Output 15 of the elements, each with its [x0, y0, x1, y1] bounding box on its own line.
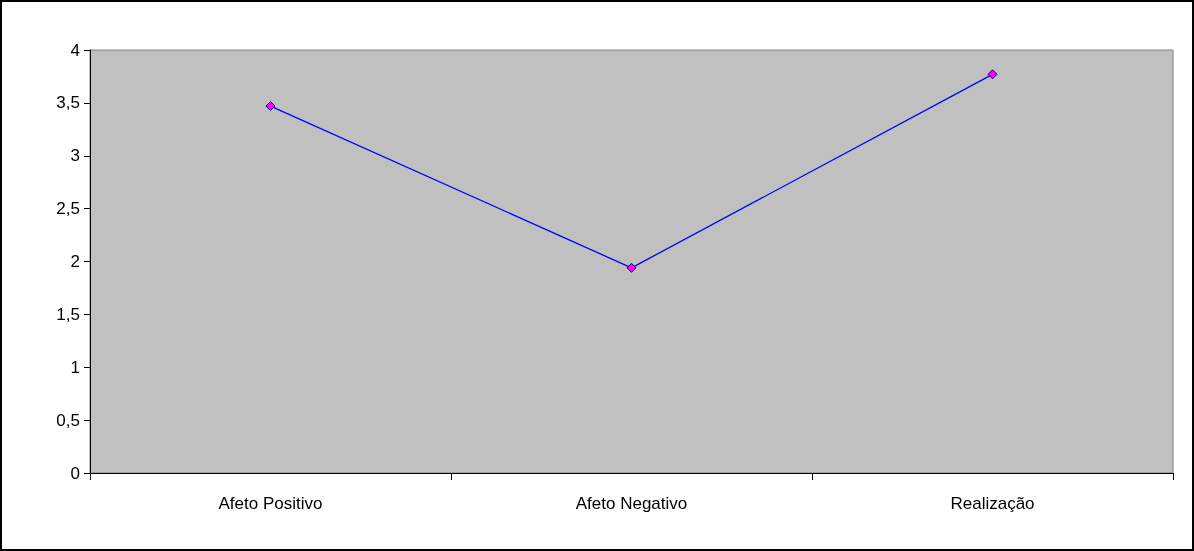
- y-tick-label: 1,5: [56, 304, 80, 324]
- y-tick-label: 2,5: [56, 199, 80, 219]
- point: [626, 262, 637, 273]
- x-tick-label: Afeto Positivo: [218, 494, 323, 513]
- x-tick-label: Realização: [950, 494, 1035, 513]
- y-tick-label: 3: [70, 146, 80, 166]
- y-tick-label: 3,5: [56, 93, 80, 113]
- point: [265, 101, 276, 112]
- point: [987, 69, 998, 80]
- x-tick-label: Afeto Negativo: [575, 494, 688, 513]
- y-tick-label: 2: [70, 252, 80, 271]
- y-tick-label: 0: [70, 463, 80, 483]
- y-tick-label: 4: [70, 40, 80, 60]
- y-tick-label: 0,5: [56, 410, 80, 430]
- y-tick-label: 1: [70, 357, 80, 377]
